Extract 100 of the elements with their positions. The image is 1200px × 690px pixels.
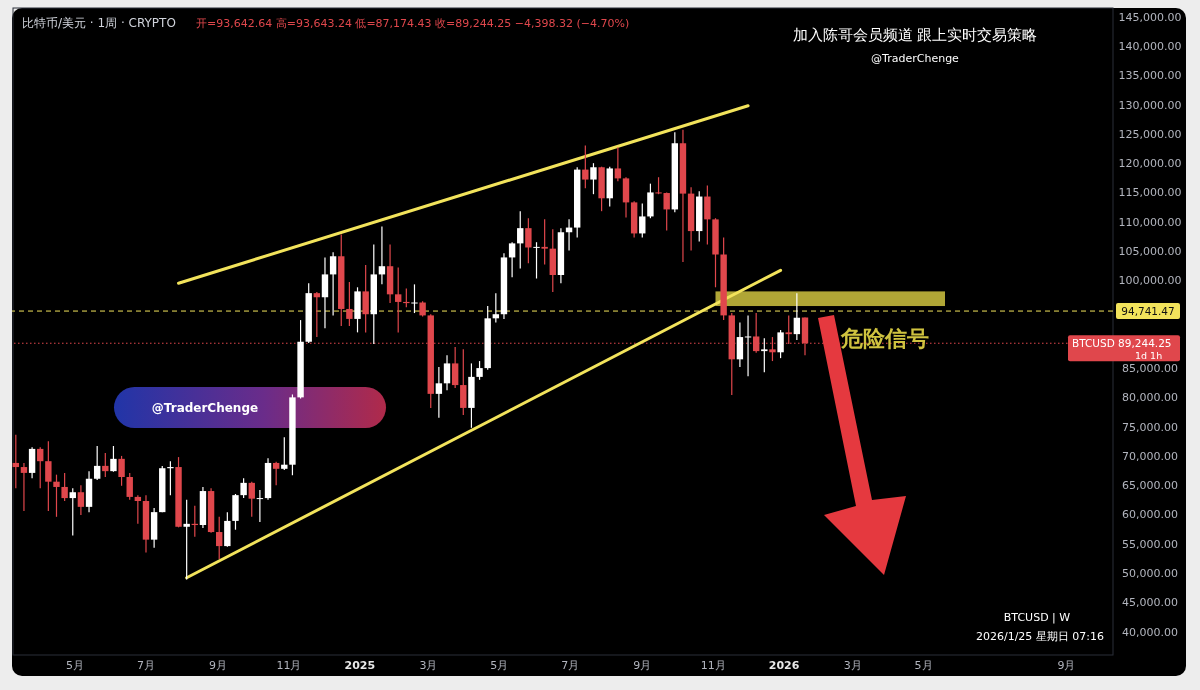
candlestick (582, 145, 589, 189)
candlestick (126, 472, 133, 501)
candlestick (313, 291, 321, 338)
x-tick-label: 3月 (843, 659, 862, 672)
band-label: 危险信号 (840, 326, 929, 352)
candlestick (639, 202, 646, 239)
x-tick-label: 9月 (633, 659, 652, 672)
candlestick (508, 241, 516, 278)
candlestick (118, 455, 125, 487)
candlestick (411, 283, 418, 314)
x-tick-label: 7月 (561, 659, 580, 672)
x-tick-label: 7月 (136, 659, 155, 672)
candlestick (69, 487, 76, 537)
y-tick-label: 60,000.00 (1122, 508, 1178, 522)
x-tick-label: 5月 (914, 659, 933, 672)
x-tick-label: 9月 (209, 659, 228, 672)
candlestick (20, 462, 28, 512)
candlestick (378, 225, 386, 285)
candlestick (517, 210, 524, 270)
y-tick-label: 135,000.00 (1118, 69, 1182, 83)
candlestick (395, 266, 402, 333)
candlestick (240, 477, 247, 499)
x-tick-label: 9月 (1057, 659, 1076, 672)
y-tick-label: 50,000.00 (1122, 567, 1178, 581)
y-tick-label: 75,000.00 (1122, 420, 1178, 434)
candlestick (443, 354, 451, 391)
candlestick (704, 184, 711, 246)
candlestick (93, 445, 101, 481)
x-tick-label: 2026 (768, 659, 800, 672)
candlestick (61, 472, 68, 502)
candlestick (451, 346, 459, 389)
y-tick-label: 115,000.00 (1118, 186, 1182, 200)
y-tick-label: 120,000.00 (1118, 157, 1182, 171)
candlestick (102, 452, 109, 478)
candlestick (777, 329, 784, 359)
candlestick (476, 360, 483, 381)
candlestick (492, 292, 500, 324)
candlestick (167, 460, 174, 496)
y-tick-label: 80,000.00 (1122, 391, 1178, 405)
candlestick (460, 348, 467, 416)
candlestick (525, 217, 532, 264)
y-tick-label: 70,000.00 (1122, 449, 1178, 463)
ref-line-label: BTCUSD 89,244.25 (1072, 337, 1172, 350)
candlestick (533, 241, 540, 280)
y-tick-label: 45,000.00 (1122, 596, 1178, 610)
y-tick-label: 40,000.00 (1122, 625, 1178, 639)
y-tick-label: 85,000.00 (1122, 362, 1178, 376)
candlestick (541, 218, 548, 266)
candlestick (329, 251, 337, 316)
candlestick (272, 461, 280, 486)
x-tick-label: 5月 (66, 659, 85, 672)
x-tick-label: 3月 (419, 659, 438, 672)
candlestick (403, 287, 410, 308)
candlestick (12, 434, 20, 489)
annotation: 加入陈哥会员频道 跟上实时交易策略 (792, 26, 1038, 44)
y-tick-label: 130,000.00 (1118, 98, 1182, 112)
x-tick-label: 2025 (344, 659, 376, 672)
candlestick (256, 489, 264, 523)
candlestick (761, 337, 768, 373)
annotation: @TraderChenge (151, 401, 259, 415)
annotation: BTCUSD | W (1003, 611, 1071, 624)
candlestick (110, 445, 117, 473)
candlestick (435, 366, 443, 419)
y-tick-label: 145,000.00 (1118, 10, 1182, 24)
ref-line-label: 94,741.47 (1121, 305, 1175, 318)
candlestick (45, 440, 52, 512)
x-tick-label: 11月 (700, 659, 726, 672)
candlestick (281, 436, 288, 471)
text: 比特币/美元 · 1周 · CRYPTO (22, 16, 176, 30)
candlestick (216, 516, 223, 560)
y-tick-label: 55,000.00 (1122, 537, 1178, 551)
candlestick (37, 446, 44, 489)
x-tick-label: 5月 (490, 659, 509, 672)
candlestick (77, 484, 85, 516)
x-tick-label: 11月 (276, 659, 302, 672)
candlestick (28, 446, 36, 479)
y-tick-label: 110,000.00 (1118, 215, 1182, 229)
candlestick (614, 146, 622, 182)
candlestick (744, 314, 752, 377)
candlestick (590, 162, 597, 195)
y-tick-label: 100,000.00 (1118, 274, 1182, 288)
y-tick-label: 140,000.00 (1118, 40, 1182, 54)
candlestick (53, 474, 60, 518)
text: 1d 1h (1135, 350, 1163, 361)
candlestick (793, 292, 801, 341)
y-tick-label: 65,000.00 (1122, 479, 1178, 493)
annotation: @TraderChenge (871, 52, 960, 65)
candlestick (663, 191, 670, 232)
candlestick (183, 499, 190, 581)
y-tick-label: 105,000.00 (1118, 244, 1182, 258)
y-tick-label: 125,000.00 (1118, 127, 1182, 141)
candlestick (622, 176, 630, 219)
candlestick (248, 481, 255, 518)
candlestick (134, 494, 142, 525)
candlestick (321, 256, 329, 329)
candlestick (346, 281, 353, 327)
candlestick (736, 321, 744, 368)
annotation: 2026/1/25 星期日 07:16 (975, 630, 1105, 643)
candlestick (362, 264, 369, 333)
text: 开=93,642.64 高=93,643.24 低=87,174.43 收=89,244.25 −4,398.32 (−4.70%) (196, 17, 630, 30)
